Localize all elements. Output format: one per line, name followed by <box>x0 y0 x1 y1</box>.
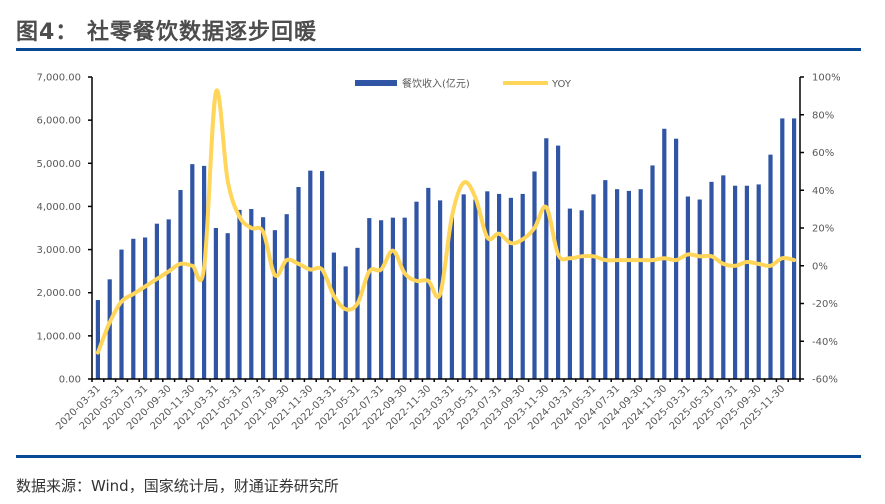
bar <box>709 181 714 379</box>
bar <box>733 185 738 379</box>
bar <box>402 217 407 379</box>
bar <box>744 185 749 379</box>
bar <box>331 252 336 379</box>
bar <box>473 199 478 379</box>
bar <box>485 191 490 379</box>
bar <box>508 197 513 379</box>
bar <box>532 171 537 379</box>
y2-tick-label: 80% <box>812 110 834 121</box>
footer-divider <box>16 455 861 458</box>
bar <box>638 189 643 379</box>
bar <box>697 199 702 379</box>
figure-title: 图4： 社零餐饮数据逐步回暖 <box>16 20 317 45</box>
y-tick-label: 7,000.00 <box>36 73 81 84</box>
bar <box>272 230 277 379</box>
y-tick-label: 3,000.00 <box>36 245 81 256</box>
bar <box>190 164 195 379</box>
bar <box>603 180 608 379</box>
y-tick-label: 1,000.00 <box>36 331 81 342</box>
bar <box>390 217 395 379</box>
bar <box>615 189 620 379</box>
legend-swatch-bar <box>355 80 397 86</box>
bar <box>296 187 301 379</box>
bar <box>662 128 667 379</box>
bar <box>591 194 596 379</box>
y-tick-label: 2,000.00 <box>36 288 81 299</box>
y-tick-label: 0.00 <box>59 375 81 386</box>
y-axis-left: 0.00 1,000.00 2,000.00 3,000.00 4,000.00 5,00… <box>36 73 93 386</box>
bar <box>308 170 313 379</box>
title-divider <box>16 48 861 51</box>
bar <box>343 266 348 379</box>
bar <box>237 209 242 379</box>
bar <box>320 171 325 379</box>
bar <box>414 201 419 379</box>
bar <box>166 219 171 379</box>
bar <box>379 220 384 379</box>
bar <box>579 210 584 379</box>
y2-tick-label: -60% <box>812 375 838 386</box>
y-tick-label: 4,000.00 <box>36 202 81 213</box>
bar <box>261 217 266 379</box>
bar <box>461 194 466 379</box>
y2-tick-label: 40% <box>812 186 834 197</box>
bar <box>650 165 655 379</box>
bar <box>626 190 631 379</box>
y-tick-label: 5,000.00 <box>36 159 81 170</box>
y2-tick-label: -40% <box>812 337 838 348</box>
bar <box>567 208 572 379</box>
y2-tick-label: 60% <box>812 148 834 159</box>
y2-tick-label: -20% <box>812 299 838 310</box>
bar <box>119 249 124 379</box>
bar <box>685 196 690 379</box>
bar <box>497 193 502 379</box>
bar <box>756 184 761 379</box>
y2-tick-label: 20% <box>812 224 834 235</box>
line-series <box>95 88 797 355</box>
legend-label-line: YOY <box>551 79 572 90</box>
bar <box>249 209 254 379</box>
bar <box>178 190 183 379</box>
y-tick-label: 6,000.00 <box>36 116 81 127</box>
bar <box>449 216 454 379</box>
data-source-note: 数据来源：Wind，国家统计局，财通证券研究所 <box>16 477 339 495</box>
bar <box>131 238 136 379</box>
bar <box>544 138 549 379</box>
x-axis: 2020-03-312020-05-312020-07-312020-09-30… <box>54 378 801 432</box>
bar <box>721 175 726 379</box>
legend: 餐饮收入(亿元) YOY <box>355 77 572 90</box>
bar <box>355 247 360 379</box>
y2-tick-label: 100% <box>812 73 841 84</box>
combo-chart: 0.00 1,000.00 2,000.00 3,000.00 4,000.00 5,00… <box>36 73 841 433</box>
y2-tick-label: 0% <box>812 261 828 272</box>
bar <box>520 193 525 379</box>
bar <box>95 300 100 379</box>
bar <box>154 223 159 379</box>
bar <box>556 145 561 379</box>
bar <box>780 118 785 379</box>
bar <box>107 279 112 379</box>
bar <box>143 237 148 379</box>
y-axis-right: -60% -40% -20% 0% 20% 40% 60% 80% 100% <box>799 73 841 386</box>
bar <box>213 228 218 379</box>
bar <box>225 233 230 379</box>
bar <box>284 214 289 379</box>
bar <box>792 118 797 379</box>
legend-label-bar: 餐饮收入(亿元) <box>402 77 470 90</box>
bar <box>367 218 372 379</box>
